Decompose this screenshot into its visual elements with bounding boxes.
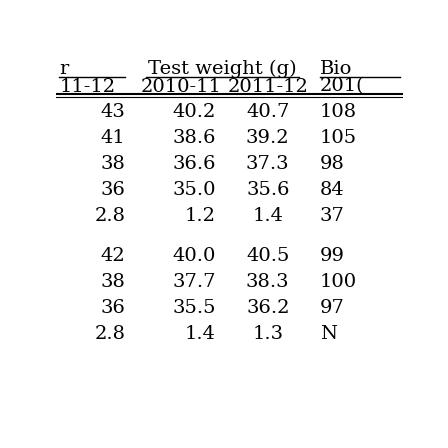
Text: 36: 36 [100, 181, 125, 199]
Text: Bio: Bio [320, 60, 352, 78]
Text: 37.7: 37.7 [172, 273, 216, 291]
Text: 2.8: 2.8 [95, 207, 125, 225]
Text: 36: 36 [100, 299, 125, 317]
Text: 40.0: 40.0 [172, 247, 216, 265]
Text: 40.2: 40.2 [172, 103, 216, 121]
Text: 39.2: 39.2 [246, 129, 289, 147]
Text: 36.2: 36.2 [246, 299, 289, 317]
Text: 105: 105 [320, 129, 357, 147]
Text: 42: 42 [101, 247, 125, 265]
Text: 40.5: 40.5 [246, 247, 289, 265]
Text: 1.3: 1.3 [252, 325, 283, 343]
Text: 37.3: 37.3 [246, 155, 289, 173]
Text: 35.0: 35.0 [172, 181, 216, 199]
Text: 36.6: 36.6 [172, 155, 216, 173]
Text: 38: 38 [100, 155, 125, 173]
Text: 38.3: 38.3 [246, 273, 289, 291]
Text: 35.5: 35.5 [172, 299, 216, 317]
Text: 84: 84 [320, 181, 345, 199]
Text: 2.8: 2.8 [95, 325, 125, 343]
Text: 1.2: 1.2 [185, 207, 216, 225]
Text: r: r [60, 60, 69, 78]
Text: 2010-11: 2010-11 [141, 78, 221, 95]
Text: 99: 99 [320, 247, 345, 265]
Text: 38.6: 38.6 [172, 129, 216, 147]
Text: 11-12: 11-12 [60, 78, 116, 95]
Text: 1.4: 1.4 [185, 325, 216, 343]
Text: 38: 38 [100, 273, 125, 291]
Text: 41: 41 [101, 129, 125, 147]
Text: 100: 100 [320, 273, 357, 291]
Text: 98: 98 [320, 155, 345, 173]
Text: N: N [320, 325, 337, 343]
Text: 40.7: 40.7 [246, 103, 289, 121]
Text: Test weight (g): Test weight (g) [148, 60, 297, 78]
Text: 35.6: 35.6 [246, 181, 289, 199]
Text: 201(: 201( [320, 78, 365, 95]
Text: 1.4: 1.4 [252, 207, 283, 225]
Text: 2011-12: 2011-12 [227, 78, 308, 95]
Text: 97: 97 [320, 299, 345, 317]
Text: 108: 108 [320, 103, 357, 121]
Text: 37: 37 [320, 207, 345, 225]
Text: 43: 43 [100, 103, 125, 121]
